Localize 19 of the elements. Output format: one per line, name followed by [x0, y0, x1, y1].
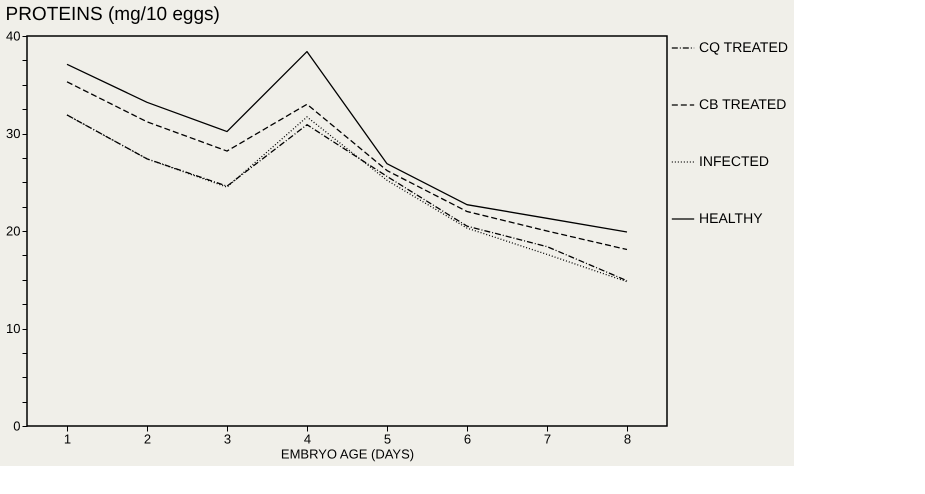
x-tick-label: 5: [384, 432, 392, 446]
y-tick-label: 10: [6, 321, 20, 336]
x-tick-label: 2: [144, 432, 152, 446]
y-tick-label: 20: [6, 224, 20, 238]
legend-label: INFECTED: [699, 153, 769, 169]
legend-label: HEALTHY: [699, 210, 764, 226]
x-tick-label: 6: [464, 432, 472, 446]
x-axis-title: EMBRYO AGE (DAYS): [280, 446, 414, 462]
x-tick-label: 7: [544, 432, 552, 446]
x-tick-label: 3: [224, 432, 232, 446]
legend-label: CB TREATED: [699, 96, 786, 112]
x-tick-label: 1: [64, 432, 72, 446]
y-tick-label: 0: [13, 418, 20, 434]
legend-label: CQ TREATED: [699, 39, 788, 55]
x-tick-label: 4: [304, 432, 312, 446]
y-tick-label: 30: [6, 126, 20, 141]
x-tick-label: 8: [624, 432, 632, 446]
chart-title: PROTEINS (mg/10 eggs): [6, 4, 220, 25]
y-tick-label: 40: [6, 28, 20, 44]
